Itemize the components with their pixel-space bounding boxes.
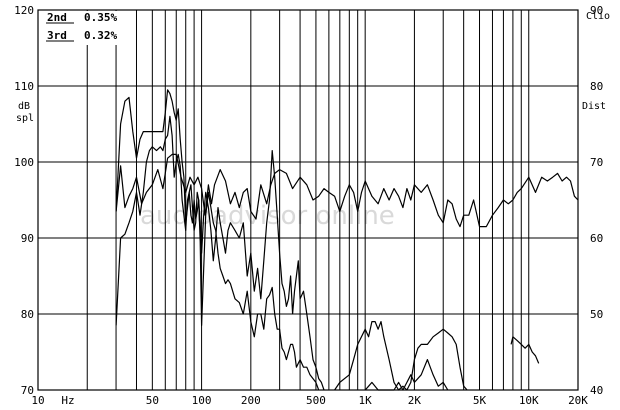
- legend-background: [40, 11, 132, 45]
- x-unit-label: Hz: [61, 394, 74, 407]
- grid: [38, 10, 578, 390]
- y-left-tick-label: 80: [21, 308, 34, 321]
- y-right-ticks: 40 50 60 70 80 90: [590, 4, 603, 397]
- legend-value-2nd: 0.35%: [84, 11, 117, 24]
- y-left-tick-label: 70: [21, 384, 34, 397]
- y-left-tick-label: 110: [14, 80, 34, 93]
- x-tick-label: 100: [192, 394, 212, 407]
- legend-name-2nd: 2nd: [47, 11, 67, 24]
- legend-value-3rd: 0.32%: [84, 29, 117, 42]
- y-right-tick-label: 60: [590, 232, 603, 245]
- series-lines: [115, 89, 579, 391]
- x-tick-label: 10K: [519, 394, 539, 407]
- legend: 2nd 0.35% 3rd 0.32%: [40, 11, 132, 45]
- series-line-3rd-hf: [334, 321, 468, 391]
- y-right-tick-label: 40: [590, 384, 603, 397]
- x-tick-label: 2K: [408, 394, 422, 407]
- y-right-label-bottom: Dist: [582, 101, 606, 112]
- x-tick-label: 5K: [473, 394, 487, 407]
- y-left-tick-label: 120: [14, 4, 34, 17]
- series-line-3rd: [115, 89, 325, 391]
- x-tick-label: 500: [306, 394, 326, 407]
- series-line-2nd: [115, 115, 320, 391]
- legend-name-3rd: 3rd: [47, 29, 67, 42]
- series-line-2nd-hf: [364, 359, 449, 391]
- x-tick-label: 50: [146, 394, 159, 407]
- y-right-tick-label: 90: [590, 4, 603, 17]
- y-right-label-top: Clio: [586, 11, 610, 22]
- y-left-label-bottom: spl: [16, 113, 34, 124]
- series-line-spl: [115, 153, 579, 228]
- y-left-tick-label: 90: [21, 232, 34, 245]
- series-line-3rd-top: [510, 336, 540, 364]
- x-tick-label: 1K: [359, 394, 373, 407]
- x-ticks: 10 50 100 200 500 1K 2K 5K 10K 20K Hz: [31, 394, 588, 407]
- y-left-label-top: dB: [18, 101, 30, 112]
- x-tick-label: 20K: [568, 394, 588, 407]
- y-right-tick-label: 80: [590, 80, 603, 93]
- y-right-tick-label: 70: [590, 156, 603, 169]
- x-tick-label: 10: [31, 394, 44, 407]
- plot-frame: [37, 9, 579, 391]
- y-left-ticks: 70 80 90 100 110 120: [14, 4, 34, 397]
- y-right-tick-label: 50: [590, 308, 603, 321]
- x-tick-label: 200: [241, 394, 261, 407]
- y-left-tick-label: 100: [14, 156, 34, 169]
